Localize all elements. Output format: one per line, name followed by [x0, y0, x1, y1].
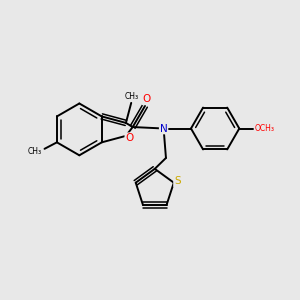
Text: N: N — [160, 124, 167, 134]
Text: S: S — [174, 176, 181, 186]
Text: CH₃: CH₃ — [28, 147, 42, 156]
Text: O: O — [142, 94, 151, 104]
Text: OCH₃: OCH₃ — [255, 124, 275, 133]
Text: CH₃: CH₃ — [124, 92, 138, 101]
Text: O: O — [125, 133, 134, 143]
